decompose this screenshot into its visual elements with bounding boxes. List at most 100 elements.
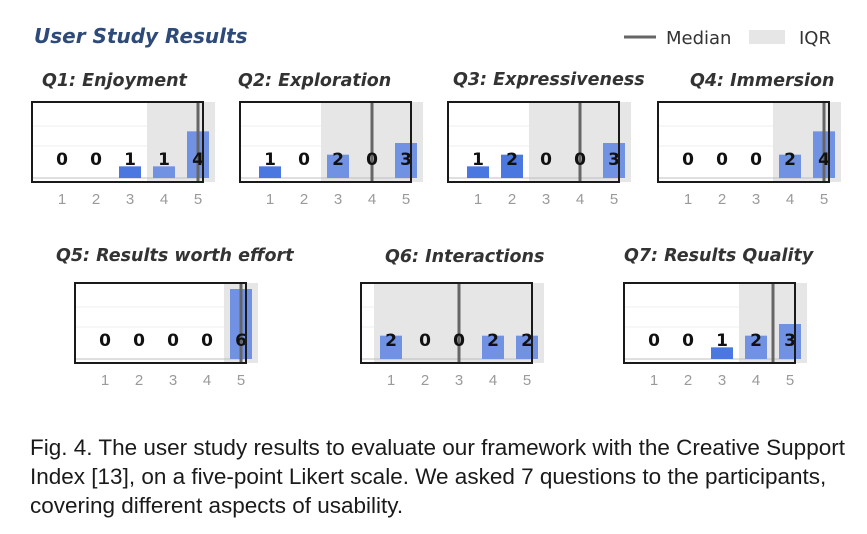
count-label: 2 — [487, 331, 499, 351]
chart-panel: Q6: Interactions 2 0 0 2 2 1 2 3 4 5 — [360, 247, 544, 389]
chart-panel: Q1: Enjoyment 0 0 1 1 4 1 2 3 4 5 — [31, 71, 215, 208]
count-label: 2 — [521, 331, 533, 351]
tick-label: 3 — [334, 191, 342, 208]
legend: Median IQR — [624, 28, 831, 49]
tick-label: 5 — [523, 372, 531, 389]
bar — [259, 166, 281, 178]
panel-title: Q7: Results Quality — [624, 246, 815, 266]
panel-title: Q5: Results worth effort — [56, 246, 294, 266]
tick-label: 4 — [203, 372, 211, 389]
panel-frame — [623, 282, 796, 364]
tick-label: 2 — [718, 191, 726, 208]
bar — [482, 335, 504, 359]
figure-caption: Fig. 4. The user study results to evalua… — [30, 435, 845, 518]
bar — [501, 154, 523, 178]
count-label: 2 — [385, 331, 397, 351]
tick-label: 4 — [576, 191, 584, 208]
count-label: 4 — [192, 150, 204, 170]
count-label: 0 — [298, 150, 310, 170]
count-label: 0 — [682, 150, 694, 170]
panel-title: Q6: Interactions — [385, 247, 544, 267]
panel-frame — [239, 101, 412, 183]
tick-label: 2 — [300, 191, 308, 208]
tick-label: 4 — [786, 191, 794, 208]
count-label: 3 — [400, 150, 412, 170]
count-label: 0 — [453, 331, 465, 351]
count-label: 0 — [716, 150, 728, 170]
tick-label: 2 — [508, 191, 516, 208]
tick-label: 1 — [101, 372, 109, 389]
count-label: 1 — [124, 150, 136, 170]
tick-label: 1 — [58, 191, 66, 208]
count-label: 0 — [90, 150, 102, 170]
bar — [745, 335, 767, 359]
figure-title: User Study Results — [34, 24, 248, 48]
tick-label: 4 — [489, 372, 497, 389]
count-label: 2 — [750, 331, 762, 351]
chart-panel: Q7: Results Quality 0 0 1 2 3 1 2 3 4 5 — [623, 246, 815, 389]
legend-iqr-swatch — [749, 30, 785, 44]
count-label: 1 — [472, 150, 484, 170]
panel-frame — [447, 101, 620, 183]
tick-label: 3 — [718, 372, 726, 389]
tick-label: 2 — [684, 372, 692, 389]
count-label: 0 — [682, 331, 694, 351]
tick-label: 4 — [368, 191, 376, 208]
tick-label: 5 — [786, 372, 794, 389]
tick-label: 5 — [610, 191, 618, 208]
panel-frame — [31, 101, 204, 183]
panel-frame — [360, 282, 533, 364]
panel-title: Q3: Expressiveness — [453, 70, 645, 90]
count-label: 0 — [99, 331, 111, 351]
chart-panel: Q2: Exploration 1 0 2 0 3 1 2 3 4 5 — [238, 71, 423, 208]
tick-label: 5 — [820, 191, 828, 208]
count-label: 0 — [167, 331, 179, 351]
tick-label: 5 — [402, 191, 410, 208]
tick-label: 3 — [169, 372, 177, 389]
panel-title: Q1: Enjoyment — [42, 71, 188, 91]
count-label: 0 — [201, 331, 213, 351]
tick-label: 1 — [650, 372, 658, 389]
bar — [467, 166, 489, 178]
count-label: 2 — [506, 150, 518, 170]
count-label: 0 — [750, 150, 762, 170]
tick-label: 2 — [92, 191, 100, 208]
legend-median-label: Median — [666, 28, 731, 49]
tick-label: 5 — [237, 372, 245, 389]
tick-label: 1 — [474, 191, 482, 208]
figure-canvas: User Study Results Median IQR Q1: Enjoym… — [31, 24, 841, 389]
count-label: 1 — [158, 150, 170, 170]
tick-label: 1 — [684, 191, 692, 208]
bar — [119, 166, 141, 178]
count-label: 1 — [716, 331, 728, 351]
tick-label: 3 — [455, 372, 463, 389]
count-label: 0 — [56, 150, 68, 170]
tick-label: 1 — [266, 191, 274, 208]
tick-label: 4 — [752, 372, 760, 389]
count-label: 3 — [608, 150, 620, 170]
bar — [711, 347, 733, 359]
count-label: 0 — [540, 150, 552, 170]
tick-label: 3 — [752, 191, 760, 208]
count-label: 4 — [818, 150, 830, 170]
tick-label: 3 — [542, 191, 550, 208]
count-label: 1 — [264, 150, 276, 170]
legend-iqr-label: IQR — [799, 28, 831, 49]
count-label: 0 — [419, 331, 431, 351]
count-label: 2 — [784, 150, 796, 170]
count-label: 2 — [332, 150, 344, 170]
panel-frame — [657, 101, 830, 183]
panel-frame — [74, 282, 247, 364]
panel-title: Q2: Exploration — [238, 71, 391, 91]
bar — [327, 154, 349, 178]
chart-panels: Q1: Enjoyment 0 0 1 1 4 1 2 3 4 5 Q2: Exploration 1 0… — [31, 70, 841, 389]
tick-label: 3 — [126, 191, 134, 208]
tick-label: 1 — [387, 372, 395, 389]
bar — [380, 335, 402, 359]
count-label: 0 — [648, 331, 660, 351]
bar — [153, 166, 175, 178]
bar — [779, 154, 801, 178]
chart-panel: Q4: Immersion 0 0 0 2 4 1 2 3 4 5 — [657, 71, 841, 208]
count-label: 0 — [366, 150, 378, 170]
